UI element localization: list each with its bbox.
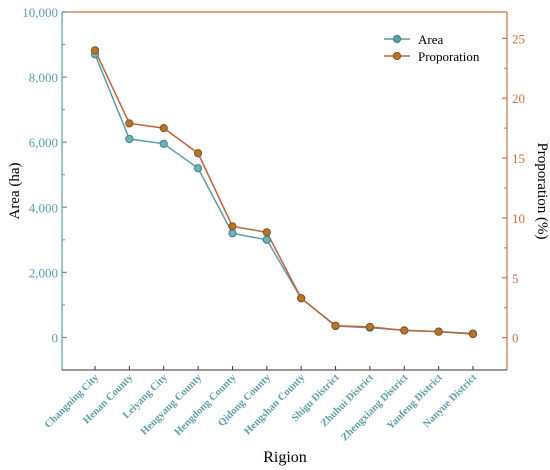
right-tick-label: 10 <box>512 211 525 226</box>
proportion-point <box>365 322 375 331</box>
x-tick-label: Zhengxiang District <box>339 372 410 443</box>
proportion-point <box>262 228 271 237</box>
proportion-point <box>400 326 409 335</box>
right-tick-label: 5 <box>512 271 519 286</box>
left-y-ticks: 0 2,000 4,000 6,000 8,000 10,000 <box>22 5 67 345</box>
proportion-point <box>331 321 340 330</box>
left-tick-label: 0 <box>52 330 59 345</box>
series-layer <box>90 46 478 339</box>
left-tick-label: 4,000 <box>29 200 58 215</box>
right-tick-label: 0 <box>512 331 519 346</box>
right-tick-label: 20 <box>512 91 525 106</box>
proportion-point <box>434 327 443 336</box>
legend-area-marker <box>392 34 402 44</box>
proportion-point <box>125 119 134 128</box>
area-point <box>262 235 271 244</box>
proportion-point <box>297 294 306 303</box>
right-tick-label: 15 <box>512 151 525 166</box>
proportion-point <box>159 124 168 133</box>
proportion-point <box>90 46 100 55</box>
proportion-series-line <box>94 49 474 335</box>
left-tick-label: 2,000 <box>29 265 58 280</box>
area-point <box>159 139 168 148</box>
x-axis-title: Rigion <box>263 449 307 466</box>
area-series-line <box>94 54 474 335</box>
x-tick-label: Hengdong County <box>173 372 239 438</box>
left-y-axis-title: Area (ha) <box>7 162 23 219</box>
right-y-ticks: 0 5 10 15 20 25 <box>502 31 525 346</box>
proportion-point <box>193 149 203 158</box>
proportion-point <box>228 222 237 231</box>
left-tick-label: 8,000 <box>29 70 58 85</box>
x-tick-label: Hengshan County <box>242 372 307 437</box>
area-point <box>125 134 134 144</box>
right-y-axis-title: Proporation (%) <box>534 142 550 239</box>
legend-area-label: Area <box>418 32 443 47</box>
x-tick-label: Hengyang County <box>139 372 205 438</box>
plot-frame <box>61 11 508 371</box>
legend: Area Proporation <box>384 32 480 64</box>
right-tick-label: 25 <box>512 31 525 46</box>
proportion-point <box>468 329 478 339</box>
area-point <box>193 164 203 173</box>
legend-proportion-marker <box>392 51 402 61</box>
left-tick-label: 10,000 <box>22 5 58 20</box>
area-point <box>228 229 237 238</box>
left-tick-label: 6,000 <box>29 135 58 150</box>
legend-proportion-label: Proporation <box>418 49 480 64</box>
